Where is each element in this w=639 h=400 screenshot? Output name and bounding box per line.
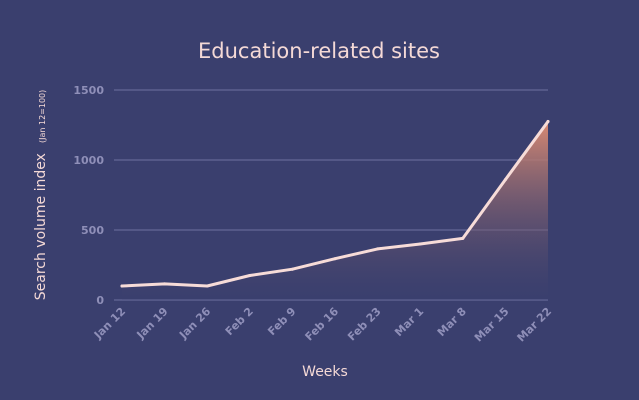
y-axis-note: (Jan 12=100) xyxy=(38,90,47,143)
data-point xyxy=(333,257,337,261)
data-point xyxy=(376,247,380,251)
y-axis-label: Search volume index (Jan 12=100) xyxy=(30,90,49,301)
y-tick-label: 1000 xyxy=(73,154,104,167)
x-tick-label: Feb 16 xyxy=(303,305,342,344)
x-tick-labels: Jan 12 Jan 19 Jan 26 Feb 2 Feb 9 Feb 16 Feb 23… xyxy=(91,305,554,345)
data-point xyxy=(546,120,550,123)
x-tick-label: Mar 22 xyxy=(515,305,555,345)
x-tick-label: Mar 8 xyxy=(435,305,469,339)
y-axis-title: Search volume index xyxy=(33,153,49,300)
data-point xyxy=(418,242,422,246)
y-tick-label: 0 xyxy=(96,294,104,307)
x-tick-label: Mar 15 xyxy=(472,305,512,345)
data-point xyxy=(503,178,507,182)
x-tick-label: Jan 12 xyxy=(91,305,128,342)
y-tick-label: 500 xyxy=(81,224,104,237)
x-tick-label: Jan 19 xyxy=(134,305,171,342)
y-tick-labels: 0 500 1000 1500 xyxy=(73,84,104,307)
data-point xyxy=(120,284,124,288)
data-points xyxy=(120,120,550,288)
chart-title: Education-related sites xyxy=(198,39,440,63)
data-point xyxy=(248,274,252,277)
data-point xyxy=(163,282,167,286)
x-tick-label: Feb 2 xyxy=(223,305,256,338)
x-tick-label: Mar 1 xyxy=(392,305,426,339)
x-tick-label: Feb 23 xyxy=(345,305,384,344)
x-tick-label: Feb 9 xyxy=(265,305,298,338)
series-area xyxy=(122,121,548,300)
y-tick-label: 1500 xyxy=(73,84,104,97)
data-point xyxy=(290,267,294,271)
x-axis-label: Weeks xyxy=(302,364,348,380)
x-tick-label: Jan 26 xyxy=(176,305,213,342)
data-point xyxy=(205,284,209,288)
data-point xyxy=(461,236,465,240)
